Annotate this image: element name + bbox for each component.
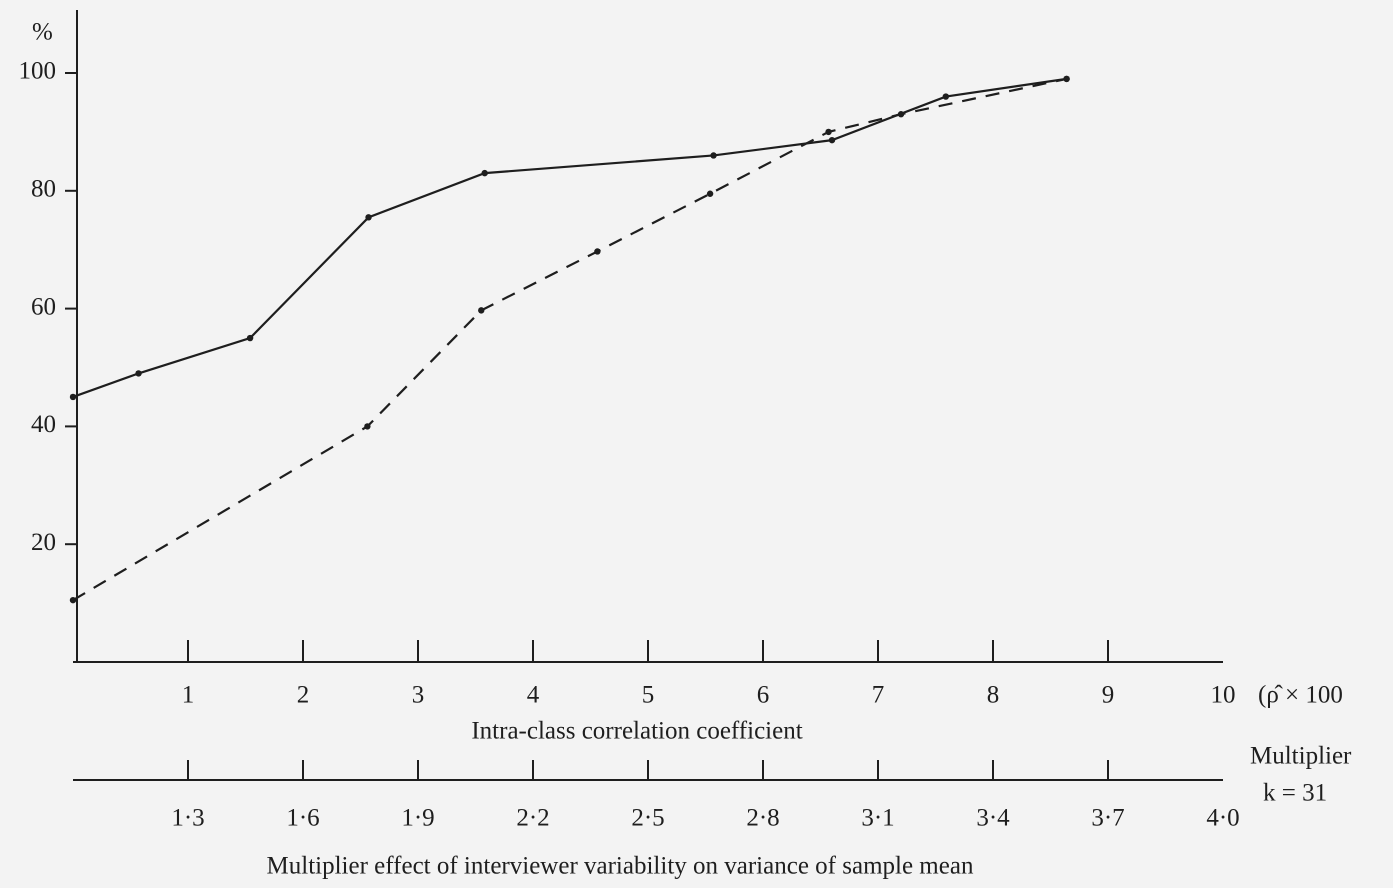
x2-tick-label: 1·3	[171, 805, 204, 832]
x2-tick-label: 4·0	[1206, 805, 1239, 832]
point	[706, 190, 714, 197]
point	[828, 136, 836, 144]
x-tick-label: 7	[872, 682, 885, 709]
x2-tick-label: 2·8	[746, 805, 779, 832]
point	[364, 423, 371, 430]
point	[478, 307, 485, 314]
point	[825, 128, 832, 136]
point	[246, 334, 254, 342]
y-tick-label: 40	[31, 411, 56, 438]
y-tick-label: 80	[31, 176, 56, 203]
x-tick-label: 6	[757, 682, 770, 709]
x2-tick-label: 3·1	[861, 805, 894, 832]
point	[365, 214, 372, 221]
y-tick-label: 100	[19, 58, 57, 85]
point	[594, 248, 601, 255]
y-tick-label: 60	[31, 293, 56, 320]
x-unit-label: (ρ̂ × 100	[1258, 682, 1343, 709]
point	[1063, 75, 1070, 83]
point	[135, 370, 142, 377]
y-axis-label: %	[32, 19, 53, 46]
point	[69, 596, 77, 604]
x-tick-label: 1	[182, 682, 195, 709]
line	[72, 77, 1067, 602]
x2-tick-label: 1·9	[401, 805, 434, 832]
x-tick-label: 9	[1102, 682, 1115, 709]
point	[69, 393, 77, 401]
x-tick-label: 5	[642, 682, 655, 709]
x-tick-label: 4	[527, 682, 540, 709]
x-axis-label: Intra-class correlation coefficient	[471, 718, 802, 745]
point	[942, 93, 950, 100]
y-tick-label: 20	[31, 529, 56, 556]
point	[897, 111, 905, 118]
x2-tick-label: 1·6	[286, 805, 319, 832]
x2-axis-label: Multiplier effect of interviewer variabi…	[267, 853, 974, 880]
x-tick-label: 2	[297, 682, 310, 709]
x-tick-label: 10	[1211, 682, 1236, 709]
x2-tick-label: 3·7	[1091, 805, 1124, 832]
x-tick-label: 8	[987, 682, 1000, 709]
point	[481, 169, 488, 177]
x2-tick-label: 3·4	[976, 805, 1010, 832]
x2-subtitle: k = 31	[1263, 780, 1327, 807]
x2-title: Multiplier	[1250, 743, 1352, 770]
x2-tick-label: 2·5	[631, 805, 664, 832]
x-tick-label: 3	[412, 682, 425, 709]
x2-tick-label: 2·2	[516, 805, 549, 832]
point	[710, 152, 717, 159]
